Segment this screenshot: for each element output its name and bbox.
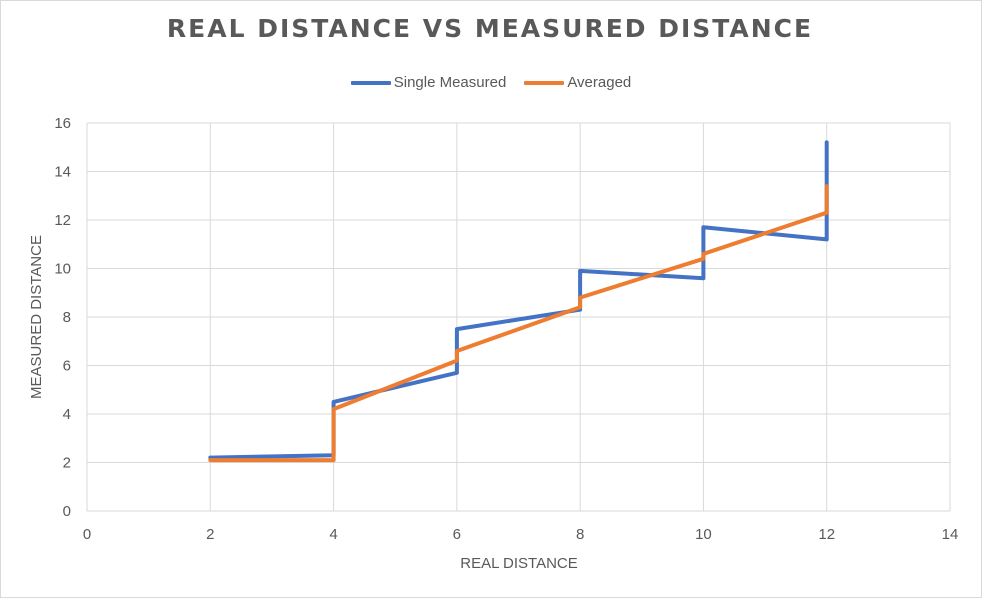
- legend-swatch-averaged: [524, 80, 565, 85]
- legend-item-single-measured: Single Measured: [350, 74, 507, 91]
- y-axis-ticks: 0 2 4 6 8 10 12 14 16: [54, 115, 71, 520]
- y-tick-label: 6: [63, 358, 71, 375]
- y-tick-label: 14: [54, 164, 71, 181]
- legend-label-averaged: Averaged: [567, 74, 632, 91]
- x-tick-label: 10: [695, 526, 712, 543]
- series: [208, 140, 829, 463]
- x-tick-label: 2: [206, 526, 214, 543]
- legend-label-single-measured: Single Measured: [393, 74, 507, 91]
- x-tick-label: 0: [83, 526, 91, 543]
- y-tick-label: 10: [54, 261, 71, 278]
- y-axis-title: MEASURED DISTANCE: [28, 235, 45, 399]
- chart-title: REAL DISTANCE VS MEASURED DISTANCE: [166, 14, 814, 43]
- x-tick-label: 8: [576, 526, 584, 543]
- x-tick-label: 4: [329, 526, 337, 543]
- y-tick-label: 4: [63, 406, 71, 423]
- grid: [86, 122, 951, 512]
- y-tick-label: 12: [54, 212, 71, 229]
- y-tick-label: 0: [63, 503, 71, 520]
- legend-item-averaged: Averaged: [524, 74, 631, 91]
- series-line-single-measured: [208, 140, 829, 460]
- x-axis-title: REAL DISTANCE: [460, 555, 578, 572]
- y-tick-label: 16: [54, 115, 71, 132]
- legend: Single Measured Averaged: [0, 74, 982, 91]
- x-tick-label: 6: [453, 526, 461, 543]
- y-tick-label: 8: [63, 309, 71, 326]
- x-tick-label: 12: [818, 526, 835, 543]
- x-tick-label: 14: [942, 526, 959, 543]
- series-line-averaged: [208, 184, 829, 463]
- y-tick-label: 2: [63, 455, 71, 472]
- x-axis-ticks: 0 2 4 6 8 10 12 14: [83, 526, 959, 543]
- legend-swatch-single-measured: [350, 80, 391, 85]
